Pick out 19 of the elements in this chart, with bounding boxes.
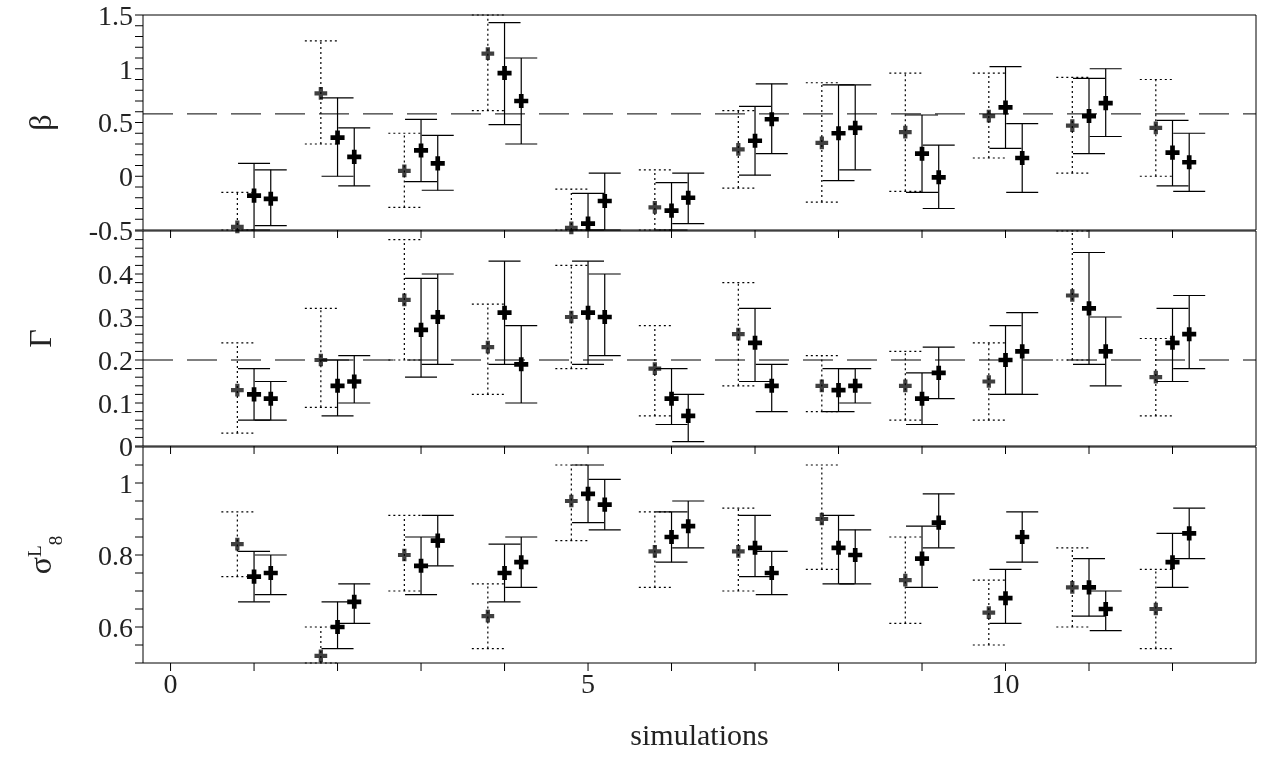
x-tick-label: 0 xyxy=(163,667,178,699)
y-tick-label: 1 xyxy=(119,467,133,499)
y-tick-label: 0.2 xyxy=(98,344,133,376)
y-axis-title: Γ xyxy=(22,329,59,348)
y-tick-label: 0 xyxy=(119,161,133,193)
y-tick-label: 0.5 xyxy=(98,107,133,139)
y-tick-label: 1 xyxy=(119,53,133,85)
y-tick-label: 0.3 xyxy=(98,301,133,333)
x-tick-label: 10 xyxy=(991,667,1020,699)
y-axis-title: β xyxy=(22,114,59,131)
y-tick-label: 1.5 xyxy=(98,0,133,31)
y-tick-label: 0.4 xyxy=(98,258,133,290)
y-tick-label: 0 xyxy=(119,430,133,462)
y-tick-label: 0.1 xyxy=(98,387,133,419)
y-tick-label: -0.5 xyxy=(88,214,133,246)
y-tick-label: 0.6 xyxy=(98,611,133,643)
x-tick-label: 5 xyxy=(581,667,596,699)
y-tick-label: 0.8 xyxy=(98,539,133,571)
x-axis-title: simulations xyxy=(630,718,769,751)
